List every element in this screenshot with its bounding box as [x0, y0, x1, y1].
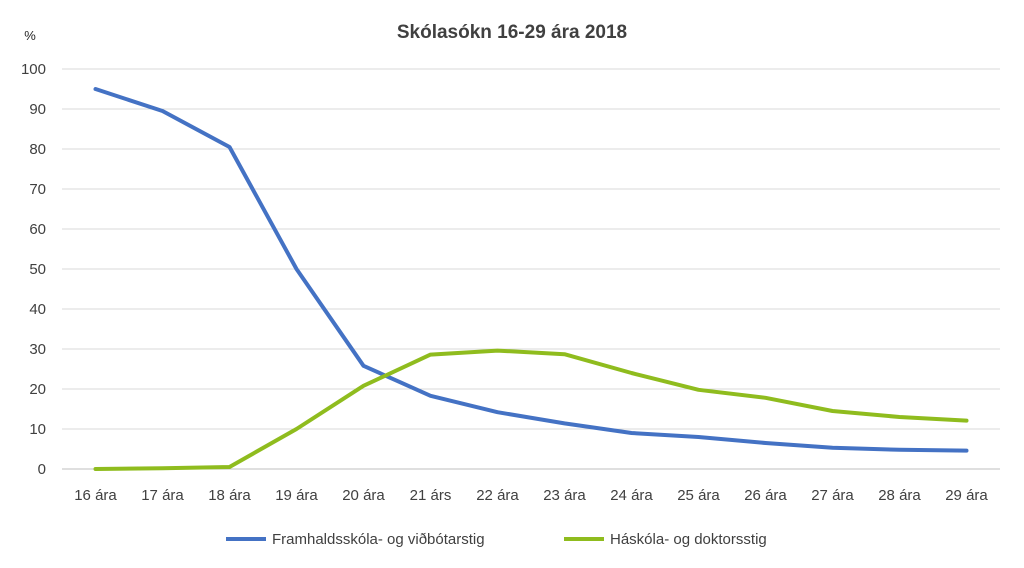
y-axis-tick-labels: 0 10 20 30 40 50 60 70 80 90 100: [21, 61, 46, 478]
x-tick-label: 20 ára: [342, 487, 385, 504]
legend: Framhaldsskóla- og viðbótarstig Háskóla- …: [226, 531, 767, 548]
gridlines: [62, 68, 1000, 470]
legend-label: Háskóla- og doktorsstig: [610, 531, 767, 548]
x-tick-label: 22 ára: [476, 487, 519, 504]
series-line-2: [93, 348, 969, 471]
x-tick-label: 24 ára: [610, 487, 653, 504]
x-tick-label: 28 ára: [878, 487, 921, 504]
y-tick-label: 60: [29, 221, 46, 238]
y-tick-label: 20: [29, 381, 46, 398]
x-tick-label: 19 ára: [275, 487, 318, 504]
y-tick-label: 100: [21, 61, 46, 78]
x-tick-label: 21 árs: [410, 487, 452, 504]
x-tick-label: 29 ára: [945, 487, 988, 504]
chart-title: Skólasókn 16-29 ára 2018: [397, 22, 627, 43]
x-tick-label: 25 ára: [677, 487, 720, 504]
y-tick-label: 30: [29, 341, 46, 358]
x-tick-label: 16 ára: [74, 487, 117, 504]
legend-label: Framhaldsskóla- og viðbótarstig: [272, 531, 485, 548]
y-tick-label: 50: [29, 261, 46, 278]
series-line-1: [93, 87, 969, 453]
series-lines: [93, 87, 969, 471]
x-axis-tick-labels: 16 ára 17 ára 18 ára 19 ára 20 ára 21 árs 22 á…: [74, 487, 988, 504]
y-tick-label: 70: [29, 181, 46, 198]
y-tick-label: 90: [29, 101, 46, 118]
y-tick-label: 10: [29, 421, 46, 438]
x-tick-label: 23 ára: [543, 487, 586, 504]
y-axis-unit-label: %: [24, 28, 36, 43]
y-tick-label: 80: [29, 141, 46, 158]
x-tick-label: 27 ára: [811, 487, 854, 504]
x-tick-label: 18 ára: [208, 487, 251, 504]
y-tick-label: 0: [38, 461, 46, 478]
x-tick-label: 26 ára: [744, 487, 787, 504]
y-tick-label: 40: [29, 301, 46, 318]
x-tick-label: 17 ára: [141, 487, 184, 504]
